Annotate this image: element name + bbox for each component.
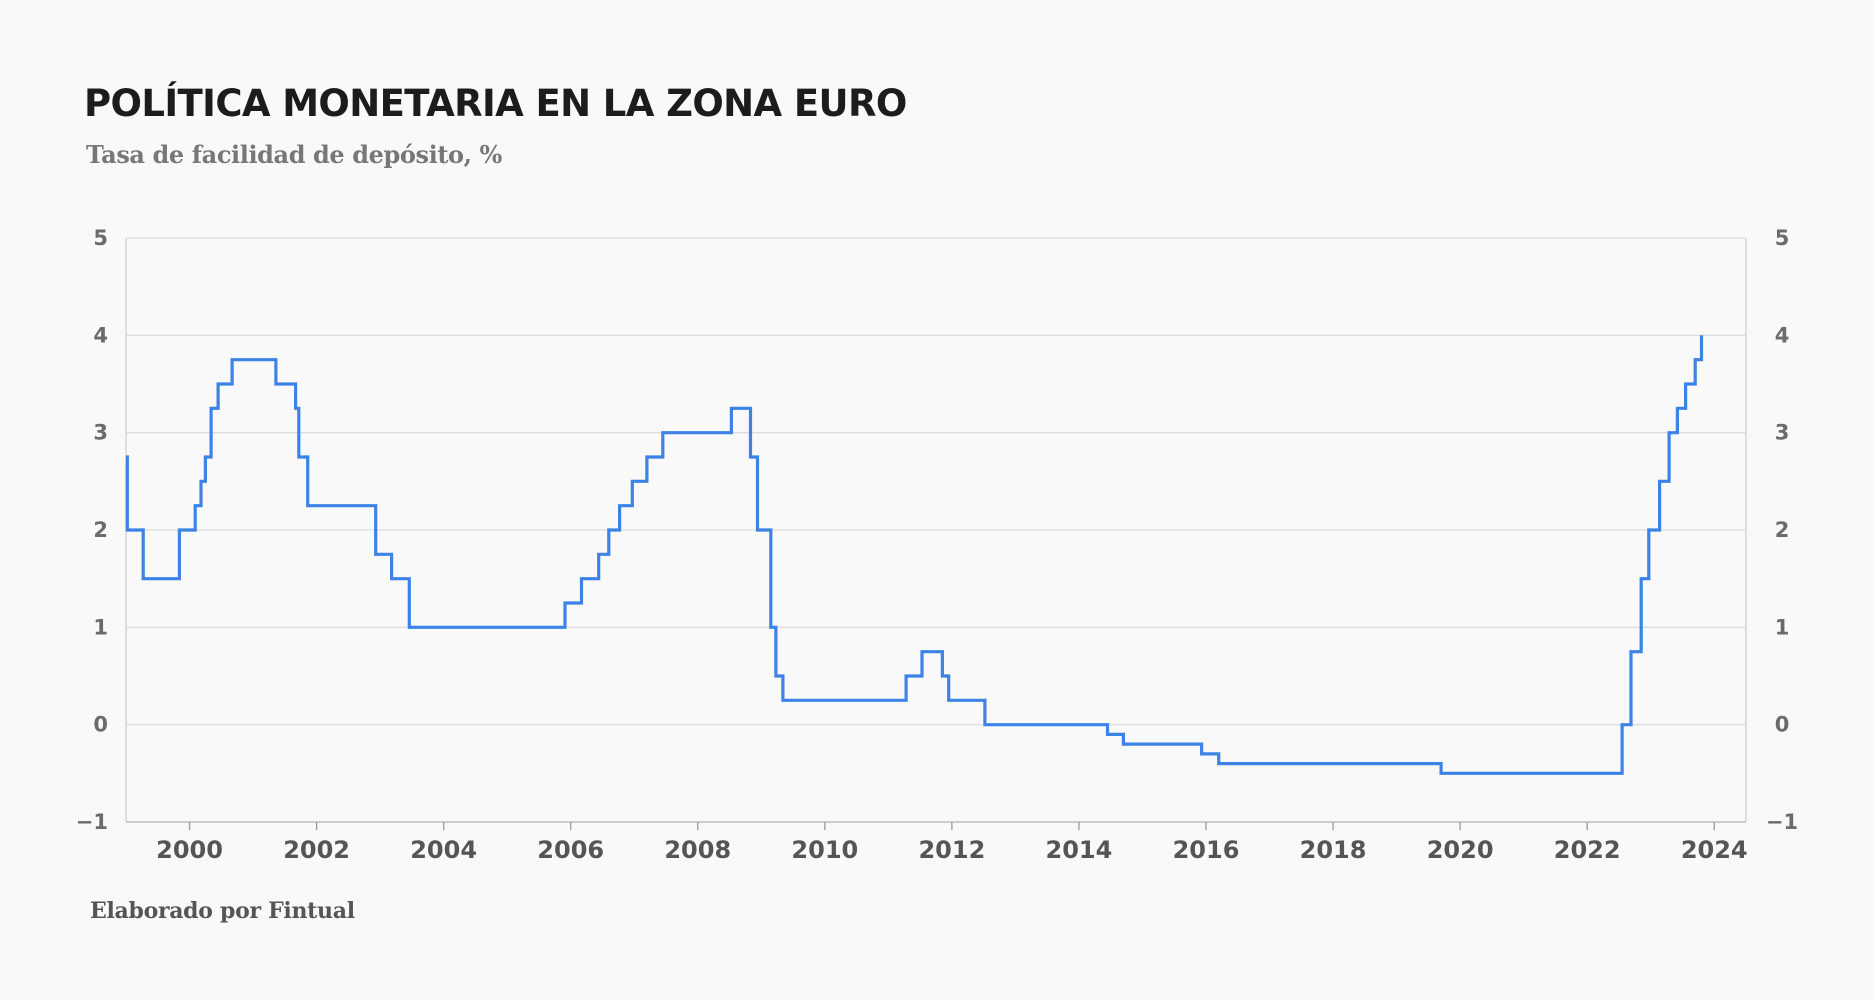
y-tick-left--1: −1 bbox=[76, 810, 108, 834]
y-tick-left-2: 2 bbox=[93, 518, 108, 542]
x-tick-2018: 2018 bbox=[1300, 836, 1367, 864]
x-tick-2002: 2002 bbox=[283, 836, 350, 864]
chart-title: POLÍTICA MONETARIA EN LA ZONA EURO bbox=[84, 82, 907, 125]
x-tick-2020: 2020 bbox=[1427, 836, 1494, 864]
y-tick-right-5: 5 bbox=[1775, 226, 1790, 250]
x-tick-2022: 2022 bbox=[1554, 836, 1621, 864]
x-tick-2024: 2024 bbox=[1681, 836, 1748, 864]
y-tick-left-0: 0 bbox=[93, 713, 108, 737]
y-tick-right-0: 0 bbox=[1775, 713, 1790, 737]
source-credit: Elaborado por Fintual bbox=[90, 898, 355, 924]
y-tick-right-2: 2 bbox=[1775, 518, 1790, 542]
x-tick-2008: 2008 bbox=[664, 836, 731, 864]
y-tick-right-1: 1 bbox=[1775, 615, 1790, 639]
y-tick-right-3: 3 bbox=[1775, 421, 1790, 445]
y-tick-left-1: 1 bbox=[93, 615, 108, 639]
series-line-0 bbox=[125, 335, 1704, 775]
y-axis-left-ticks: −1 0 1 2 3 4 5 bbox=[76, 226, 108, 834]
x-tick-2004: 2004 bbox=[410, 836, 477, 864]
y-tick-right-4: 4 bbox=[1775, 323, 1790, 347]
x-tick-2006: 2006 bbox=[537, 836, 604, 864]
y-tick-left-5: 5 bbox=[93, 226, 108, 250]
x-tick-2014: 2014 bbox=[1046, 836, 1113, 864]
y-tick-left-4: 4 bbox=[93, 323, 108, 347]
chart-subtitle: Tasa de facilidad de depósito, % bbox=[86, 140, 502, 169]
x-tick-2010: 2010 bbox=[791, 836, 858, 864]
x-tick-2012: 2012 bbox=[918, 836, 985, 864]
y-tick-left-3: 3 bbox=[93, 421, 108, 445]
x-tick-2016: 2016 bbox=[1173, 836, 1240, 864]
y-axis-right-ticks: −1 0 1 2 3 4 5 bbox=[1766, 226, 1798, 834]
x-tick-2000: 2000 bbox=[156, 836, 223, 864]
x-axis-ticks: 2000 2002 2004 2006 2008 2010 2012 2014 2016 2018… bbox=[156, 822, 1748, 864]
gridlines bbox=[126, 237, 1746, 726]
y-tick-right--1: −1 bbox=[1766, 810, 1798, 834]
series-group bbox=[125, 335, 1704, 775]
